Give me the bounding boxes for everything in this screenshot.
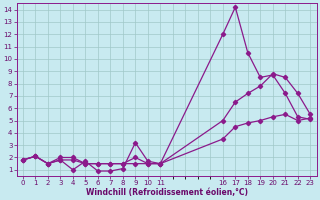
- X-axis label: Windchill (Refroidissement éolien,°C): Windchill (Refroidissement éolien,°C): [85, 188, 248, 197]
